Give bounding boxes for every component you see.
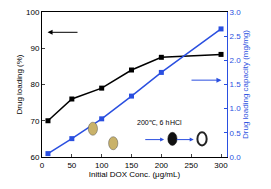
svg-text:2.0: 2.0 — [230, 56, 242, 65]
svg-text:200℃, 6 h: 200℃, 6 h — [137, 119, 169, 126]
svg-text:150: 150 — [125, 161, 139, 170]
svg-text:80: 80 — [30, 80, 39, 89]
svg-text:0: 0 — [40, 161, 45, 170]
svg-text:50: 50 — [67, 161, 76, 170]
svg-text:250: 250 — [185, 161, 199, 170]
svg-text:0.5: 0.5 — [230, 129, 242, 138]
svg-text:100: 100 — [26, 8, 40, 17]
svg-text:100: 100 — [95, 161, 109, 170]
svg-text:70: 70 — [30, 117, 39, 126]
svg-text:200: 200 — [155, 161, 169, 170]
svg-text:1.5: 1.5 — [230, 80, 242, 89]
svg-text:0.0: 0.0 — [230, 153, 242, 162]
svg-text:Drug loading capacity (mg/mg): Drug loading capacity (mg/mg) — [241, 30, 250, 139]
svg-text:Initial DOX Conc. (μg/mL): Initial DOX Conc. (μg/mL) — [89, 170, 181, 179]
svg-text:90: 90 — [30, 44, 39, 53]
svg-text:300: 300 — [214, 161, 228, 170]
svg-text:3.0: 3.0 — [230, 8, 242, 17]
svg-text:2.5: 2.5 — [230, 32, 242, 41]
svg-text:HCl: HCl — [170, 119, 182, 126]
svg-text:Drug loading (%): Drug loading (%) — [15, 54, 24, 114]
svg-text:1.0: 1.0 — [230, 104, 242, 113]
svg-text:60: 60 — [30, 153, 39, 162]
